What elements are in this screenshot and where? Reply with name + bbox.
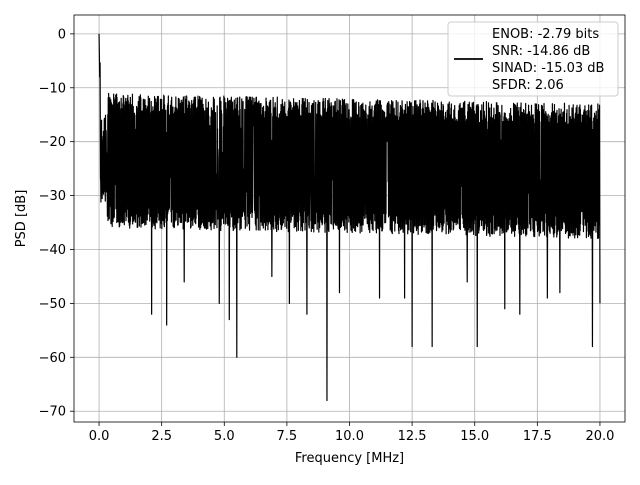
y-tick-label: −40 [39,243,66,258]
x-tick-label: 12.5 [398,429,427,444]
y-axis-label: PSD [dB] [14,190,29,248]
y-tick-label: −20 [39,135,66,150]
legend-sfdr: SFDR: 2.06 [492,78,564,93]
y-tick-label: −70 [39,405,66,420]
x-tick-label: 5.0 [214,429,235,444]
x-tick-label: 2.5 [151,429,172,444]
x-tick-label: 0.0 [89,429,110,444]
x-tick-label: 15.0 [460,429,489,444]
y-tick-label: 0 [58,27,66,42]
x-axis: 0.0 2.5 5.0 7.5 10.0 12.5 15.0 17.5 20.0 [89,422,614,444]
legend: ENOB: -2.79 bits SNR: -14.86 dB SINAD: -… [447,21,619,97]
x-axis-label: Frequency [MHz] [295,451,404,466]
y-tick-label: −50 [39,297,66,312]
y-tick-label: −60 [39,351,66,366]
legend-enob: ENOB: -2.79 bits [492,27,599,42]
series-line-group [98,33,601,402]
x-tick-label: 7.5 [277,429,298,444]
psd-series-line [98,33,601,402]
legend-snr: SNR: -14.86 dB [492,44,590,59]
legend-sinad: SINAD: -15.03 dB [492,61,604,76]
x-tick-label: 17.5 [523,429,552,444]
x-tick-label: 20.0 [585,429,614,444]
x-tick-label: 10.0 [335,429,364,444]
y-tick-label: −10 [39,81,66,96]
legend-box [447,21,619,97]
y-tick-label: −30 [39,189,66,204]
y-axis: 0 −10 −20 −30 −40 −50 −60 −70 [39,27,74,420]
